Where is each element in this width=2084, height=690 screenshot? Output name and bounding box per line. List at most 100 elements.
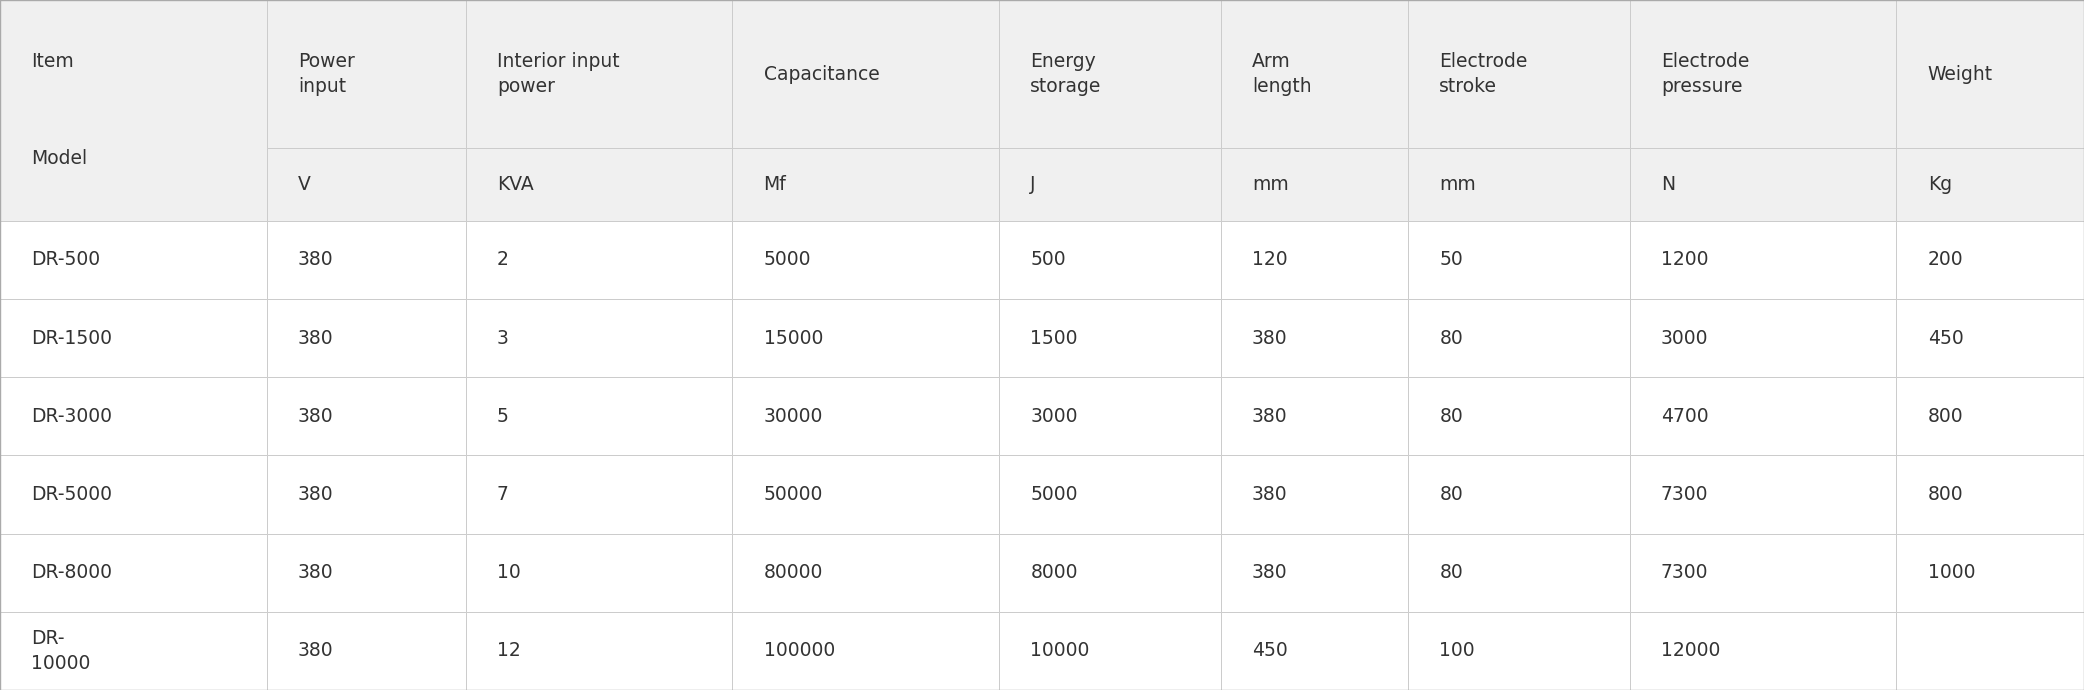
- Text: mm: mm: [1440, 175, 1475, 194]
- Bar: [1409, 377, 1630, 455]
- Bar: [1221, 0, 1409, 148]
- Text: 7300: 7300: [1661, 563, 1709, 582]
- Bar: [267, 148, 465, 221]
- Bar: [1409, 533, 1630, 612]
- Bar: [267, 0, 465, 148]
- Text: Electrode
pressure: Electrode pressure: [1661, 52, 1748, 96]
- Text: 10: 10: [496, 563, 521, 582]
- Text: 380: 380: [1252, 485, 1288, 504]
- Text: 50: 50: [1440, 250, 1463, 269]
- Text: Power
input: Power input: [298, 52, 354, 96]
- Text: 4700: 4700: [1661, 407, 1709, 426]
- Text: 380: 380: [298, 485, 333, 504]
- Bar: [998, 148, 1221, 221]
- Bar: [1221, 612, 1409, 690]
- Bar: [1630, 148, 1896, 221]
- Text: 1200: 1200: [1661, 250, 1709, 269]
- Text: 380: 380: [298, 407, 333, 426]
- Bar: [1896, 377, 2084, 455]
- Text: DR-
10000: DR- 10000: [31, 629, 90, 673]
- Text: 1000: 1000: [1928, 563, 1976, 582]
- Text: 1500: 1500: [1029, 328, 1077, 348]
- Text: 3000: 3000: [1661, 328, 1709, 348]
- Text: 7: 7: [496, 485, 508, 504]
- Bar: [998, 377, 1221, 455]
- Text: Mf: Mf: [763, 175, 786, 194]
- Text: 5000: 5000: [763, 250, 811, 269]
- Bar: [1221, 148, 1409, 221]
- Bar: [465, 533, 731, 612]
- Text: Energy
storage: Energy storage: [1029, 52, 1102, 96]
- Bar: [1896, 455, 2084, 533]
- Bar: [465, 299, 731, 377]
- Bar: [731, 148, 998, 221]
- Bar: [998, 533, 1221, 612]
- Text: 5: 5: [496, 407, 508, 426]
- Text: Kg: Kg: [1928, 175, 1953, 194]
- Text: 5000: 5000: [1029, 485, 1077, 504]
- Text: Item: Item: [31, 52, 75, 71]
- Text: 100: 100: [1440, 642, 1475, 660]
- Bar: [1630, 612, 1896, 690]
- Bar: [1409, 0, 1630, 148]
- Bar: [1409, 455, 1630, 533]
- Text: Model: Model: [31, 150, 88, 168]
- Text: 380: 380: [1252, 563, 1288, 582]
- Bar: [267, 299, 465, 377]
- Text: 12: 12: [496, 642, 521, 660]
- Text: 15000: 15000: [763, 328, 823, 348]
- Bar: [1630, 299, 1896, 377]
- Bar: [1896, 221, 2084, 299]
- Text: 12000: 12000: [1661, 642, 1719, 660]
- Bar: [1221, 299, 1409, 377]
- Bar: [731, 299, 998, 377]
- Bar: [1409, 148, 1630, 221]
- Bar: [731, 612, 998, 690]
- Bar: [1221, 455, 1409, 533]
- Text: DR-5000: DR-5000: [31, 485, 113, 504]
- Bar: [1896, 148, 2084, 221]
- Text: 80000: 80000: [763, 563, 823, 582]
- Text: 80: 80: [1440, 328, 1463, 348]
- Bar: [1896, 533, 2084, 612]
- Bar: [998, 612, 1221, 690]
- Bar: [465, 148, 731, 221]
- Text: 3: 3: [496, 328, 508, 348]
- Text: DR-1500: DR-1500: [31, 328, 113, 348]
- Bar: [998, 0, 1221, 148]
- Bar: [0, 612, 267, 690]
- Bar: [1409, 221, 1630, 299]
- Text: DR-3000: DR-3000: [31, 407, 113, 426]
- Bar: [0, 0, 267, 221]
- Bar: [465, 612, 731, 690]
- Text: 500: 500: [1029, 250, 1065, 269]
- Bar: [267, 612, 465, 690]
- Text: V: V: [298, 175, 311, 194]
- Text: Interior input
power: Interior input power: [496, 52, 619, 96]
- Text: 3000: 3000: [1029, 407, 1077, 426]
- Bar: [267, 533, 465, 612]
- Bar: [1630, 377, 1896, 455]
- Text: 800: 800: [1928, 407, 1963, 426]
- Text: 380: 380: [298, 563, 333, 582]
- Bar: [1630, 221, 1896, 299]
- Bar: [267, 221, 465, 299]
- Text: DR-500: DR-500: [31, 250, 100, 269]
- Text: Arm
length: Arm length: [1252, 52, 1311, 96]
- Text: 380: 380: [1252, 407, 1288, 426]
- Bar: [998, 455, 1221, 533]
- Text: KVA: KVA: [496, 175, 534, 194]
- Text: 380: 380: [298, 250, 333, 269]
- Bar: [0, 299, 267, 377]
- Text: 2: 2: [496, 250, 508, 269]
- Bar: [465, 377, 731, 455]
- Text: 380: 380: [1252, 328, 1288, 348]
- Bar: [267, 455, 465, 533]
- Text: N: N: [1661, 175, 1676, 194]
- Text: 10000: 10000: [1029, 642, 1090, 660]
- Bar: [731, 455, 998, 533]
- Text: Electrode
stroke: Electrode stroke: [1440, 52, 1528, 96]
- Bar: [998, 221, 1221, 299]
- Bar: [1221, 221, 1409, 299]
- Bar: [465, 221, 731, 299]
